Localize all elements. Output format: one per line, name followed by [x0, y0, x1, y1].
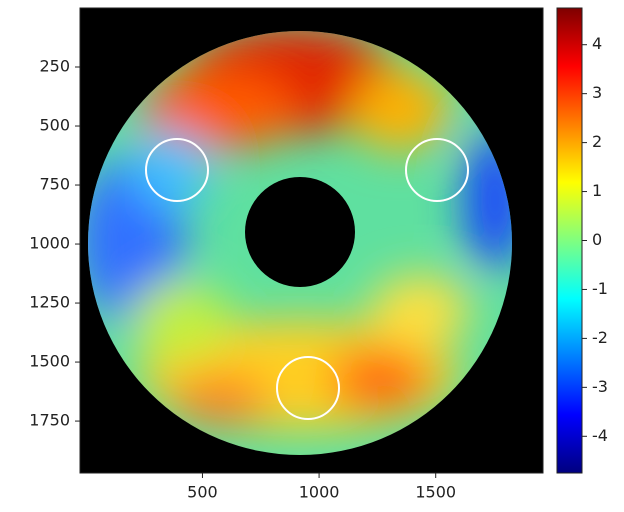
colorbar-tick-label: -3 — [592, 377, 608, 396]
x-tick-label: 500 — [187, 483, 218, 502]
y-tick-label: 1500 — [29, 352, 70, 371]
colorbar — [556, 7, 583, 474]
colorbar-tick-label: 0 — [592, 230, 602, 249]
y-tick-label: 750 — [39, 175, 70, 194]
x-tick-label: 1000 — [299, 483, 340, 502]
colorbar-tick-label: 3 — [592, 83, 602, 102]
heatmap-image — [80, 8, 543, 473]
y-tick-label: 1750 — [29, 411, 70, 430]
colorbar-tick-label: 4 — [592, 34, 602, 53]
plot-frame — [79, 7, 544, 474]
y-tick-label: 1000 — [29, 234, 70, 253]
y-tick-label: 1250 — [29, 293, 70, 312]
x-tick-label: 1500 — [415, 483, 456, 502]
y-tick-label: 500 — [39, 116, 70, 135]
colorbar-tick-label: -1 — [592, 279, 608, 298]
y-tick-label: 250 — [39, 57, 70, 76]
colorbar-tick-label: 2 — [592, 132, 602, 151]
colorbar-tick-label: -4 — [592, 426, 608, 445]
colorbar-tick-label: -2 — [592, 328, 608, 347]
colorbar-tick-label: 1 — [592, 181, 602, 200]
